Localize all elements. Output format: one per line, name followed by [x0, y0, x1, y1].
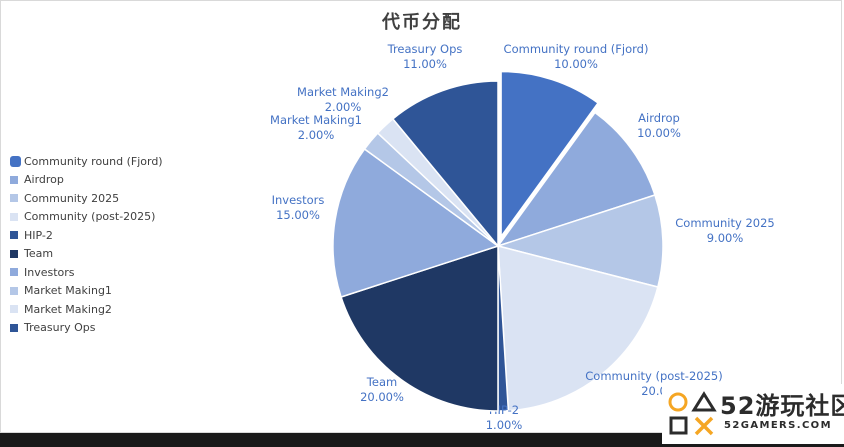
legend-item: Airdrop	[10, 171, 210, 190]
legend-swatch	[10, 268, 18, 277]
legend-item: Team	[10, 245, 210, 264]
legend-item: Community round (Fjord)	[10, 152, 210, 171]
legend-swatch	[10, 323, 18, 332]
pie-slice	[497, 194, 664, 288]
data-label: Team 20.00%	[360, 375, 404, 404]
data-label: Treasury Ops 11.00%	[387, 42, 463, 71]
pie-slice	[340, 245, 499, 412]
legend-swatch	[10, 212, 18, 221]
data-label: Market Making2 2.00%	[297, 85, 389, 114]
legend-item: Market Making1	[10, 282, 210, 301]
legend-label: Community round (Fjord)	[24, 154, 163, 168]
chart-border	[0, 0, 842, 433]
legend-item: Community 2025	[10, 189, 210, 208]
pie-slice	[392, 80, 499, 247]
legend-swatch	[10, 175, 18, 184]
data-label: Community (post-2025) 20.0	[585, 369, 722, 398]
legend-label: Team	[24, 247, 54, 261]
legend-swatch	[10, 194, 18, 203]
watermark-brand: 52游玩社区	[720, 392, 844, 420]
legend-swatch	[10, 249, 18, 258]
legend-item: HIP-2	[10, 226, 210, 245]
legend-item: Community (post-2025)	[10, 208, 210, 227]
watermark-url: 52GAMERS.COM	[724, 420, 832, 431]
watermark: 52游玩社区 52GAMERS.COM	[662, 384, 844, 444]
legend-label: HIP-2	[24, 228, 53, 242]
legend-label: Investors	[24, 265, 75, 279]
pie-slice	[500, 70, 599, 238]
legend-label: Community (post-2025)	[24, 210, 156, 224]
legend-swatch	[10, 305, 18, 314]
legend-label: Treasury Ops	[24, 321, 96, 335]
bottom-dark-bar	[0, 433, 844, 447]
pie-slice	[332, 148, 499, 298]
data-label: HIP-2 1.00%	[486, 403, 523, 432]
watermark-logo-icon	[668, 391, 717, 436]
legend-item: Investors	[10, 263, 210, 282]
legend-label: Market Making1	[24, 284, 112, 298]
legend-swatch	[10, 231, 18, 240]
pie-slice	[497, 111, 656, 247]
legend-item: Treasury Ops	[10, 319, 210, 338]
legend-label: Community 2025	[24, 191, 120, 205]
data-label: Community 2025 9.00%	[675, 216, 774, 245]
legend-swatch	[10, 155, 21, 167]
legend-label: Airdrop	[24, 173, 64, 187]
legend: Community round (Fjord) Airdrop Community …	[10, 152, 210, 337]
legend-label: Market Making2	[24, 302, 112, 316]
data-label: Investors 15.00%	[272, 193, 325, 222]
chart-title: 代币分配	[382, 12, 462, 33]
data-label: Market Making1 2.00%	[270, 113, 362, 142]
pie-slice	[497, 245, 659, 412]
legend-swatch	[10, 286, 18, 295]
data-label: Community round (Fjord) 10.00%	[504, 42, 649, 71]
legend-item: Market Making2	[10, 300, 210, 319]
data-label: Airdrop 10.00%	[637, 111, 681, 140]
